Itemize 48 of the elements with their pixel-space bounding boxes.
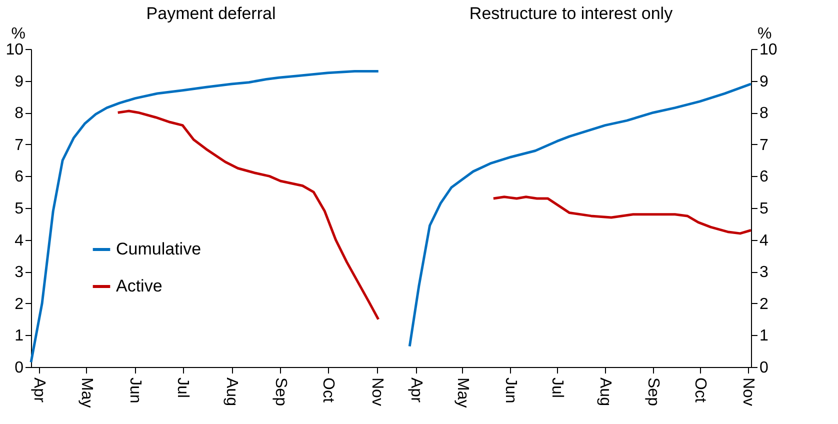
y-tick-label: 4 (760, 232, 768, 250)
line-series (30, 70, 380, 364)
x-tick-label: Aug (596, 378, 614, 406)
y-tick-label: 7 (14, 136, 24, 154)
legend-label: Active (116, 276, 162, 296)
x-tick-label: May (78, 378, 95, 408)
line-series (492, 196, 752, 235)
y-tick-label: 7 (760, 136, 768, 154)
x-tick-label: Jun (502, 378, 519, 404)
legend-label: Cumulative (116, 240, 202, 258)
y-tick-label: 8 (760, 105, 768, 122)
y-tick-label: 1 (760, 328, 768, 345)
y-tick-label: 6 (760, 168, 768, 186)
x-tick-label: Sep (644, 378, 662, 406)
y-tick-label: 0 (760, 360, 768, 376)
line-series (408, 82, 752, 348)
y-tick-label: 6 (14, 168, 24, 186)
x-tick-label: Aug (223, 378, 240, 406)
y-tick-label: 5 (14, 200, 24, 218)
x-tick-label: Nov (739, 378, 756, 406)
x-tick-label: Jun (126, 378, 144, 404)
y-tick-label: 3 (760, 264, 768, 282)
chart-title: Payment deferral (146, 4, 276, 23)
y-axis-title: % (11, 26, 26, 42)
y-tick-label: 9 (760, 73, 768, 90)
chart-title: Restructure to interest only (469, 4, 674, 23)
x-tick-label: Jul (174, 378, 192, 398)
line-series (116, 110, 380, 321)
x-tick-label: Sep (272, 378, 289, 406)
y-tick-label: 4 (14, 232, 24, 250)
y-tick-label: 9 (14, 73, 24, 90)
y-tick-label: 10 (6, 42, 24, 58)
x-tick-label: Oct (319, 378, 336, 403)
y-tick-label: 5 (760, 200, 768, 218)
x-tick-label: Apr (407, 378, 424, 404)
x-tick-label: Jul (548, 378, 566, 398)
x-tick-label: Apr (30, 378, 48, 404)
y-axis-title: % (758, 26, 772, 42)
y-tick-label: 10 (760, 42, 778, 58)
y-tick-label: 1 (14, 328, 24, 345)
y-tick-label: 2 (760, 296, 768, 313)
y-tick-label: 2 (14, 296, 24, 313)
x-tick-label: May (454, 378, 471, 408)
y-tick-label: 8 (14, 105, 24, 122)
y-tick-label: 0 (14, 360, 24, 376)
x-tick-label: Nov (368, 378, 386, 406)
x-tick-label: Oct (691, 378, 708, 403)
y-tick-label: 3 (14, 264, 24, 282)
